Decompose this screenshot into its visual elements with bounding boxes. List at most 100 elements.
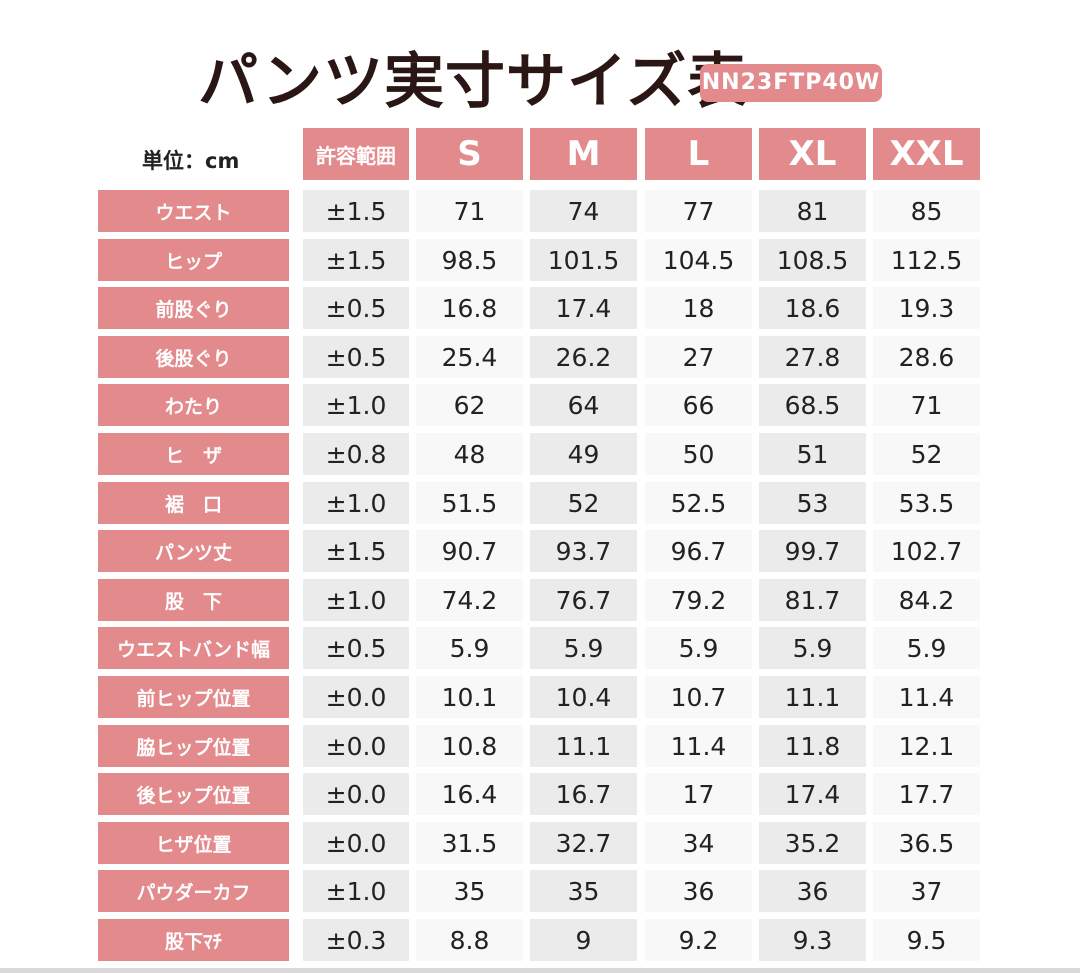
header-size-l: L — [645, 128, 752, 180]
value-cell: 34 — [645, 822, 752, 864]
value-cell: 11.4 — [873, 676, 980, 718]
row-label: 脇ヒップ位置 — [98, 725, 289, 767]
row-label: わたり — [98, 384, 289, 426]
value-cell: 17.7 — [873, 773, 980, 815]
value-cell: 11.1 — [530, 725, 637, 767]
value-cell: 79.2 — [645, 579, 752, 621]
value-cell: 5.9 — [759, 627, 866, 669]
value-cell: 53 — [759, 482, 866, 524]
row-label: 後股ぐり — [98, 336, 289, 378]
tolerance-cell: ±0.5 — [303, 287, 409, 329]
value-cell: 10.8 — [416, 725, 523, 767]
value-cell: 74.2 — [416, 579, 523, 621]
bottom-divider — [0, 968, 1080, 973]
row-label: 股下ﾏﾁ — [98, 919, 289, 961]
row-label: 前ヒップ位置 — [98, 676, 289, 718]
value-cell: 5.9 — [645, 627, 752, 669]
value-cell: 35 — [530, 870, 637, 912]
value-cell: 17 — [645, 773, 752, 815]
value-cell: 93.7 — [530, 530, 637, 572]
tolerance-cell: ±1.0 — [303, 579, 409, 621]
value-cell: 74 — [530, 190, 637, 232]
value-cell: 50 — [645, 433, 752, 475]
value-cell: 98.5 — [416, 239, 523, 281]
value-cell: 16.4 — [416, 773, 523, 815]
value-cell: 26.2 — [530, 336, 637, 378]
value-cell: 10.7 — [645, 676, 752, 718]
value-cell: 36 — [759, 870, 866, 912]
value-cell: 35.2 — [759, 822, 866, 864]
tolerance-cell: ±0.0 — [303, 725, 409, 767]
tolerance-cell: ±0.0 — [303, 773, 409, 815]
value-cell: 32.7 — [530, 822, 637, 864]
value-cell: 108.5 — [759, 239, 866, 281]
row-label: ウエスト — [98, 190, 289, 232]
value-cell: 85 — [873, 190, 980, 232]
value-cell: 112.5 — [873, 239, 980, 281]
value-cell: 28.6 — [873, 336, 980, 378]
tolerance-cell: ±0.0 — [303, 822, 409, 864]
value-cell: 37 — [873, 870, 980, 912]
value-cell: 52.5 — [645, 482, 752, 524]
value-cell: 9.3 — [759, 919, 866, 961]
value-cell: 27 — [645, 336, 752, 378]
row-label: 前股ぐり — [98, 287, 289, 329]
row-label: 後ヒップ位置 — [98, 773, 289, 815]
row-label: ヒ ザ — [98, 433, 289, 475]
tolerance-cell: ±1.5 — [303, 190, 409, 232]
tolerance-cell: ±1.5 — [303, 239, 409, 281]
header-tolerance: 許容範囲 — [303, 128, 409, 180]
title-area: パンツ実寸サイズ表 NN23FTP40W — [0, 42, 1080, 122]
value-cell: 25.4 — [416, 336, 523, 378]
value-cell: 66 — [645, 384, 752, 426]
tolerance-cell: ±0.8 — [303, 433, 409, 475]
value-cell: 96.7 — [645, 530, 752, 572]
value-cell: 9.5 — [873, 919, 980, 961]
value-cell: 84.2 — [873, 579, 980, 621]
value-cell: 52 — [530, 482, 637, 524]
value-cell: 64 — [530, 384, 637, 426]
value-cell: 10.4 — [530, 676, 637, 718]
model-code-badge: NN23FTP40W — [700, 64, 882, 102]
tolerance-cell: ±1.0 — [303, 482, 409, 524]
value-cell: 90.7 — [416, 530, 523, 572]
value-cell: 36.5 — [873, 822, 980, 864]
value-cell: 36 — [645, 870, 752, 912]
tolerance-cell: ±0.3 — [303, 919, 409, 961]
value-cell: 77 — [645, 190, 752, 232]
tolerance-cell: ±0.5 — [303, 336, 409, 378]
row-label: ウエストバンド幅 — [98, 627, 289, 669]
value-cell: 71 — [416, 190, 523, 232]
value-cell: 12.1 — [873, 725, 980, 767]
value-cell: 5.9 — [416, 627, 523, 669]
value-cell: 101.5 — [530, 239, 637, 281]
header-size-xl: XL — [759, 128, 866, 180]
value-cell: 17.4 — [759, 773, 866, 815]
value-cell: 18 — [645, 287, 752, 329]
value-cell: 49 — [530, 433, 637, 475]
tolerance-cell: ±1.0 — [303, 384, 409, 426]
value-cell: 68.5 — [759, 384, 866, 426]
tolerance-cell: ±0.5 — [303, 627, 409, 669]
row-label: パウダーカフ — [98, 870, 289, 912]
header-size-xxl: XXL — [873, 128, 980, 180]
value-cell: 8.8 — [416, 919, 523, 961]
value-cell: 9.2 — [645, 919, 752, 961]
value-cell: 10.1 — [416, 676, 523, 718]
value-cell: 51.5 — [416, 482, 523, 524]
value-cell: 19.3 — [873, 287, 980, 329]
value-cell: 9 — [530, 919, 637, 961]
value-cell: 16.8 — [416, 287, 523, 329]
row-label: パンツ丈 — [98, 530, 289, 572]
value-cell: 81.7 — [759, 579, 866, 621]
tolerance-cell: ±1.0 — [303, 870, 409, 912]
value-cell: 5.9 — [530, 627, 637, 669]
value-cell: 18.6 — [759, 287, 866, 329]
page-title: パンツ実寸サイズ表 — [198, 47, 749, 117]
value-cell: 35 — [416, 870, 523, 912]
value-cell: 16.7 — [530, 773, 637, 815]
value-cell: 31.5 — [416, 822, 523, 864]
value-cell: 53.5 — [873, 482, 980, 524]
row-label: 裾 口 — [98, 482, 289, 524]
tolerance-cell: ±1.5 — [303, 530, 409, 572]
